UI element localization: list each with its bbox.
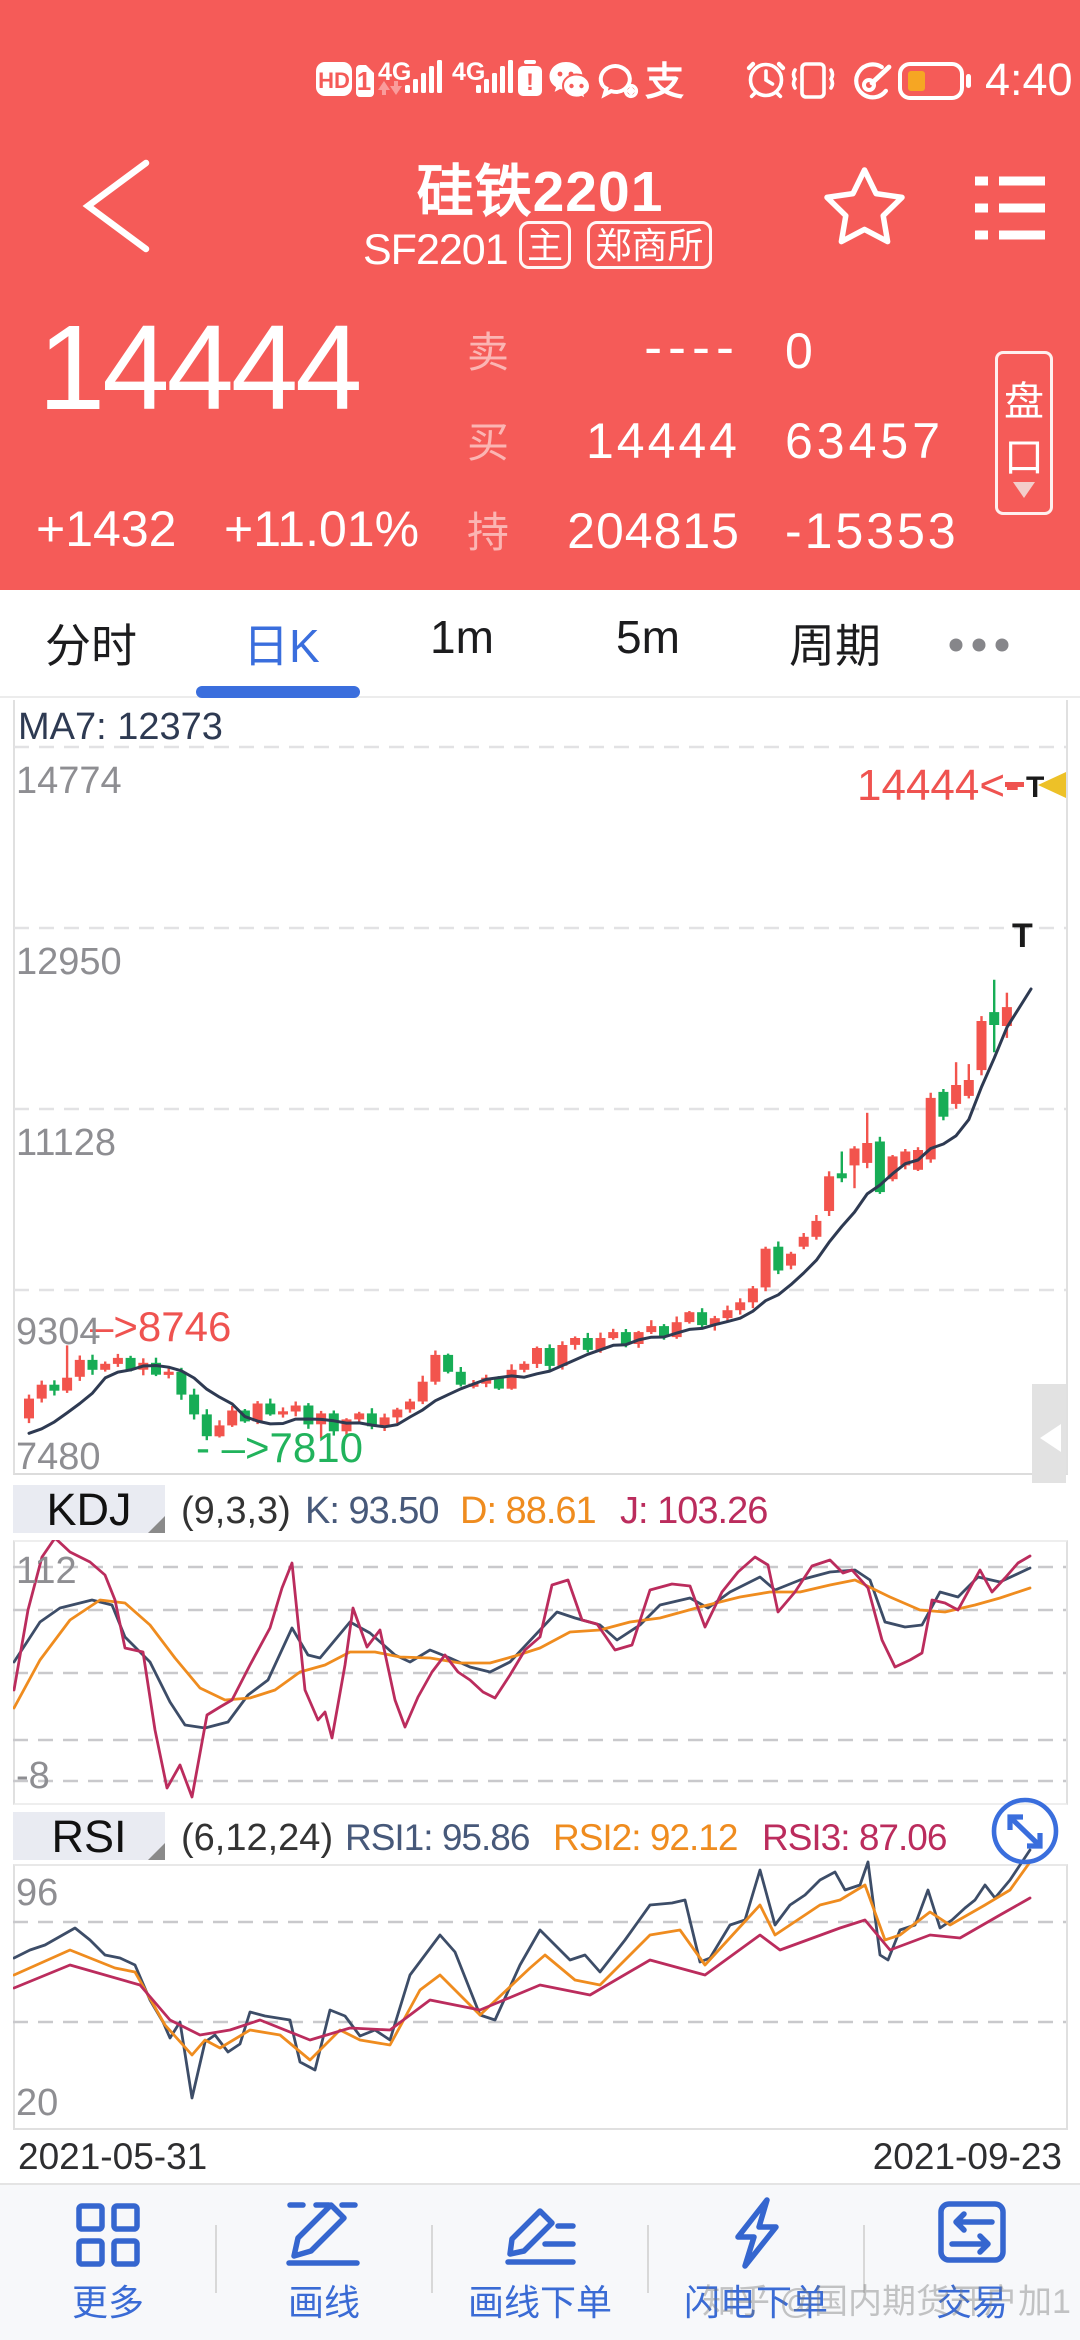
svg-text:T: T [1012, 917, 1033, 955]
svg-text:!: ! [526, 69, 534, 96]
svg-text:4G: 4G [378, 58, 411, 86]
svg-text:4:40: 4:40 [985, 54, 1073, 105]
svg-text:14444<-: 14444<- [857, 761, 1020, 810]
svg-text:T: T [1026, 771, 1044, 804]
svg-text:HD: HD [318, 68, 350, 93]
svg-text:–>8746: –>8746 [90, 1303, 231, 1350]
svg-text:支: 支 [645, 61, 684, 104]
svg-text:- –>7810: - –>7810 [196, 1424, 363, 1471]
svg-text:1: 1 [357, 66, 371, 96]
svg-text:4G: 4G [452, 58, 485, 86]
